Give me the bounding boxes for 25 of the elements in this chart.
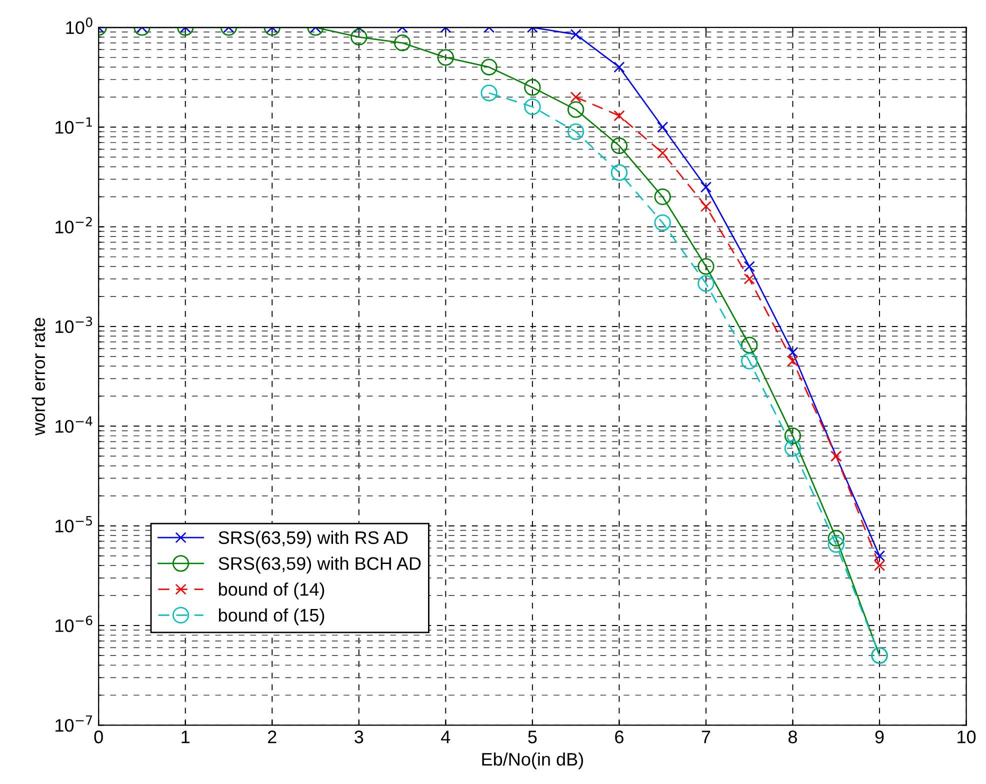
y-axis-title: word error rate	[32, 318, 46, 436]
x-tick-label: 5	[528, 730, 537, 744]
x-tick-label: 10	[958, 730, 976, 744]
y-tick-label: 10$^{0}$	[66, 18, 92, 34]
legend-label: bound of (15)	[218, 608, 324, 626]
legend-label: SRS(63,59) with RS AD	[218, 530, 408, 548]
x-tick-label: 2	[268, 730, 276, 744]
y-tick-label: 10$^{−6}$	[56, 616, 92, 632]
legend-label: SRS(63,59) with BCH AD	[218, 556, 421, 574]
y-tick-label: 10$^{−5}$	[56, 516, 92, 532]
y-tick-label: 10$^{−4}$	[56, 416, 92, 433]
y-tick-label: 10$^{−7}$	[56, 715, 92, 732]
x-tick-label: 9	[875, 730, 884, 744]
x-tick-label: 0	[94, 730, 103, 744]
x-tick-label: 6	[615, 730, 624, 744]
x-tick-label: 8	[788, 730, 797, 744]
x-tick-label: 4	[441, 730, 450, 744]
y-tick-label: 10$^{−1}$	[56, 117, 92, 134]
x-tick-label: 7	[702, 730, 710, 744]
x-tick-label: 3	[354, 730, 364, 744]
y-tick-label: 10$^{−3}$	[56, 316, 92, 334]
legend-label: bound of (14)	[218, 582, 324, 600]
x-tick-label: 1	[182, 730, 190, 744]
x-axis-title: Eb/No(in dB)	[482, 752, 583, 770]
y-tick-label: 10$^{−2}$	[56, 216, 92, 234]
